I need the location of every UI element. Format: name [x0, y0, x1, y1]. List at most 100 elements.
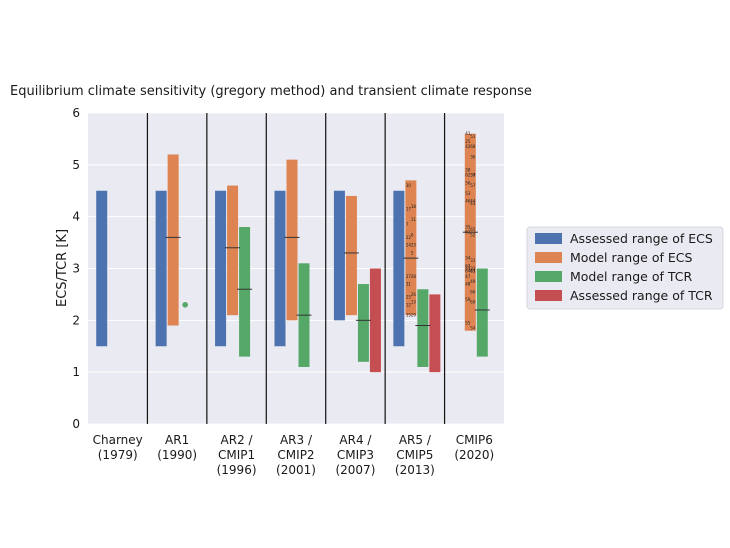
model-label: 61 — [470, 269, 476, 274]
model-label: 49 — [470, 279, 476, 284]
model-label: 29 — [411, 313, 417, 318]
range-bar — [227, 185, 239, 316]
range-bar — [96, 190, 108, 347]
model-label: 23 — [411, 243, 417, 248]
y-axis-ticks: 0 1 2 3 4 5 6 — [72, 106, 80, 431]
y-tick-label: 3 — [72, 262, 80, 276]
x-tick-label: AR1 (1990) — [157, 433, 197, 462]
model-label: 24 — [406, 243, 412, 248]
model-label: 12 — [406, 302, 412, 307]
model-label: 62 — [465, 173, 471, 178]
model-label: 15 — [406, 313, 412, 318]
model-label: 17 — [406, 206, 412, 211]
legend-box — [526, 226, 724, 310]
range-bar — [393, 190, 405, 347]
model-label: 35 — [465, 225, 471, 230]
legend-label: Model range of TCR — [570, 269, 692, 284]
model-label: 54 — [470, 326, 476, 331]
y-tick-label: 5 — [72, 158, 80, 172]
model-label: 43 — [470, 201, 476, 206]
model-label: 55 — [465, 320, 471, 325]
model-label: 18 — [411, 204, 417, 209]
model-label: 37 — [470, 173, 476, 178]
range-bar — [333, 190, 345, 321]
range-bar — [417, 289, 429, 367]
legend-swatch — [535, 271, 562, 282]
range-bar — [405, 180, 417, 316]
y-tick-label: 6 — [72, 106, 80, 120]
model-label: 39 — [470, 173, 476, 178]
x-tick-label: AR5 /CMIP5 (2013) — [395, 433, 435, 477]
legend-swatch — [535, 233, 562, 244]
model-label: 56 — [465, 180, 471, 185]
model-label: 27 — [406, 274, 412, 279]
range-bar — [345, 195, 357, 316]
model-label: 31 — [470, 258, 476, 263]
model-label: 42 — [465, 144, 471, 149]
model-label: 57 — [470, 183, 476, 188]
model-label: 59 — [465, 297, 471, 302]
legend-label: Assessed range of TCR — [570, 288, 713, 303]
model-label: 66 — [470, 289, 476, 294]
model-label: 31 — [406, 282, 412, 287]
range-bar — [274, 190, 286, 347]
model-label: 25 — [465, 139, 471, 144]
model-label: 28 — [411, 274, 417, 279]
legend: Assessed range of ECS Model range of ECS M… — [526, 226, 724, 310]
model-label: 52 — [470, 232, 476, 237]
model-label: 7 — [406, 222, 409, 227]
model-label: 68 — [470, 144, 476, 149]
model-label: 32 — [470, 266, 476, 271]
model-label: 46 — [465, 199, 471, 204]
range-bar — [357, 284, 369, 362]
range-bar — [369, 268, 381, 373]
x-tick-label: Charney (1979) — [93, 433, 143, 462]
model-label: 65 — [470, 227, 476, 232]
medians-layer — [165, 231, 490, 327]
legend-label: Assessed range of ECS — [570, 231, 713, 246]
chart-title: Equilibrium climate sensitivity (gregory… — [10, 84, 532, 99]
legend-swatch — [535, 290, 562, 301]
model-label: 64 — [465, 269, 471, 274]
model-label: 5 — [411, 250, 414, 255]
model-label: 69 — [470, 300, 476, 305]
model-label: 11 — [411, 217, 417, 222]
y-tick-label: 1 — [72, 365, 80, 379]
model-label: 48 — [465, 282, 471, 287]
model-point — [182, 301, 188, 308]
range-bar — [155, 190, 167, 347]
model-label: 6 — [411, 232, 414, 237]
y-axis-label: ECS/TCR [K] — [55, 229, 70, 307]
range-bar — [476, 268, 488, 357]
x-tick-label: AR2 /CMIP1 (1996) — [217, 433, 257, 477]
model-label: 36 — [470, 155, 476, 160]
range-bar — [167, 154, 179, 326]
range-bar — [429, 294, 441, 373]
model-label: 53 — [465, 191, 471, 196]
model-label: 30 — [406, 183, 412, 188]
y-tick-label: 2 — [72, 313, 80, 327]
x-tick-label: CMIP6 (2020) — [454, 433, 494, 462]
model-label: 38 — [465, 168, 471, 173]
x-tick-label: AR3 /CMIP2 (2001) — [276, 433, 316, 477]
legend-label: Model range of ECS — [570, 250, 692, 265]
model-label: 51 — [470, 134, 476, 139]
model-label: 47 — [465, 274, 471, 279]
model-label: 63 — [465, 263, 471, 268]
model-label: 34 — [465, 256, 471, 261]
y-tick-label: 0 — [72, 417, 80, 431]
model-label: 61 — [465, 230, 471, 235]
range-bar — [215, 190, 227, 347]
model-label: 26 — [411, 292, 417, 297]
x-axis-ticks: Charney (1979) AR1 (1990) AR2 /CMIP1 (1996) AR… — [93, 433, 495, 477]
range-bar — [286, 159, 298, 321]
model-label: 22 — [406, 235, 412, 240]
model-label: 45 — [470, 269, 476, 274]
model-label: 41 — [465, 131, 471, 136]
category-separators — [146, 113, 446, 424]
model-label: 44 — [470, 199, 476, 204]
model-label: 43 — [465, 266, 471, 271]
model-label: 13 — [411, 300, 417, 305]
